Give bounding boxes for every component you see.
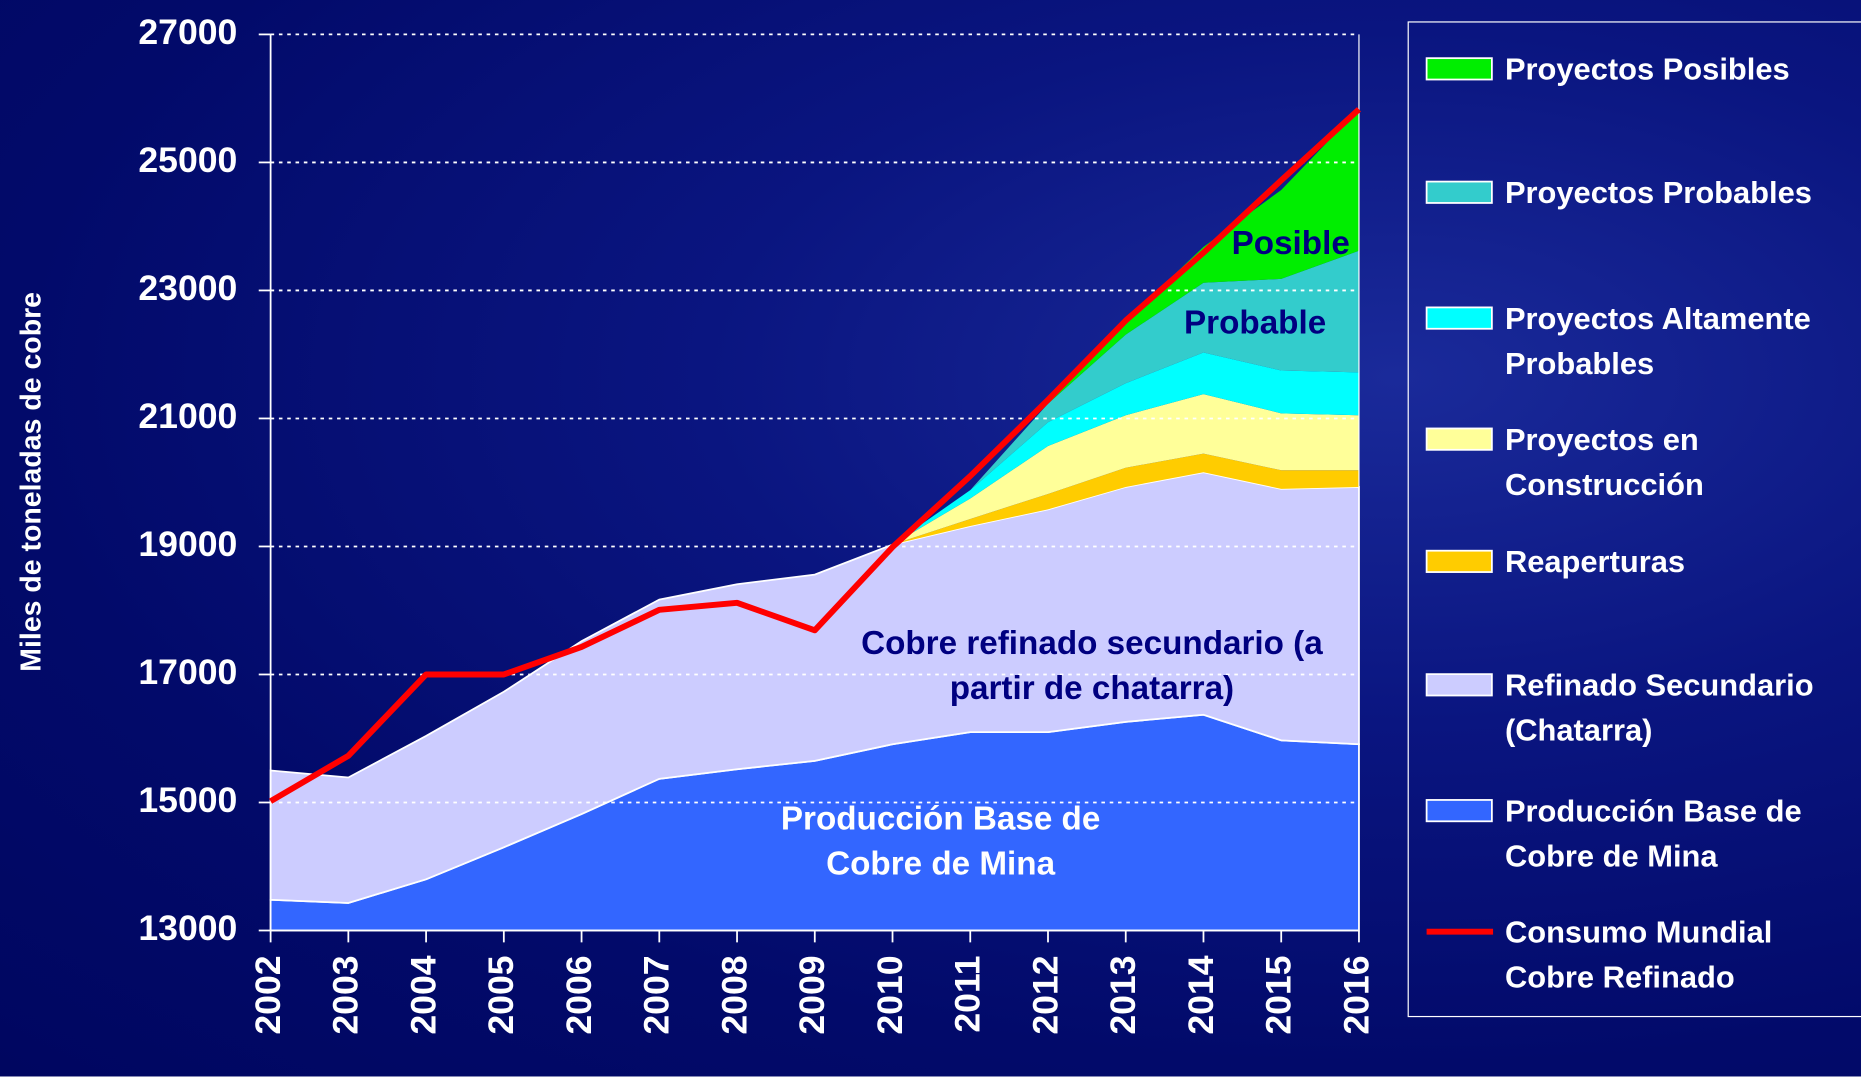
legend-label: Proyectos Probables: [1504, 174, 1812, 211]
legend-swatch: [1425, 673, 1493, 697]
y-tick-label: 15000: [138, 780, 237, 820]
legend-label: Proyectos Posibles: [1504, 51, 1790, 87]
x-tick-label: 2009: [792, 955, 832, 1034]
legend-label: Reaperturas: [1504, 543, 1686, 580]
y-tick-label: 25000: [138, 140, 237, 180]
x-tick-label: 2012: [1025, 955, 1065, 1034]
x-tick-label: 2008: [714, 955, 754, 1034]
y-tick-label: 19000: [138, 524, 237, 564]
y-tick-label: 23000: [138, 268, 237, 308]
legend-label: Consumo Mundial Cobre Refinado: [1504, 913, 1773, 995]
legend-swatch: [1425, 427, 1493, 451]
area: [270, 352, 1359, 778]
legend-swatch: [1425, 180, 1493, 204]
legend-swatch: [1425, 799, 1493, 823]
legend-swatch: [1425, 57, 1493, 81]
x-tick-label: 2002: [248, 955, 288, 1034]
x-tick-label: 2004: [403, 955, 443, 1034]
x-tick-label: 2006: [559, 955, 599, 1034]
legend-swatch: [1425, 549, 1493, 573]
x-tick-label: 2014: [1181, 955, 1221, 1034]
area: [270, 394, 1359, 778]
line: [269, 107, 1361, 804]
annotation: Cobre refinado secundario (a partir de c…: [861, 624, 1323, 707]
annotation: Producción Base de Cobre de Mina: [780, 799, 1101, 882]
x-tick-label: 2007: [637, 955, 677, 1034]
y-tick-label: 21000: [138, 396, 237, 436]
annotation: Probable: [1184, 303, 1327, 341]
annotation: Posible: [1231, 224, 1350, 262]
y-tick-label: 17000: [138, 652, 237, 692]
x-tick-label: 2003: [326, 955, 366, 1034]
x-tick-label: 2015: [1259, 955, 1299, 1034]
legend-swatch: [1425, 306, 1493, 330]
y-tick-label: 13000: [138, 908, 237, 948]
legend-label: Proyectos en Construcción: [1504, 421, 1704, 503]
area: [270, 250, 1359, 778]
legend-label: Producción Base de Cobre de Mina: [1504, 792, 1802, 874]
legend-label: Proyectos Altamente Probables: [1504, 300, 1811, 381]
x-tick-label: 2005: [481, 955, 521, 1034]
x-tick-label: 2016: [1336, 955, 1376, 1034]
x-tick-label: 2013: [1103, 955, 1143, 1034]
x-tick-label: 2010: [870, 955, 910, 1034]
legend-label: Refinado Secundario (Chatarra): [1504, 667, 1814, 748]
x-tick-label: 2011: [948, 955, 988, 1032]
y-axis-label: Miles de toneladas de cobre: [16, 292, 48, 672]
y-tick-label: 27000: [138, 12, 237, 52]
legend-box: [1407, 21, 1861, 1018]
